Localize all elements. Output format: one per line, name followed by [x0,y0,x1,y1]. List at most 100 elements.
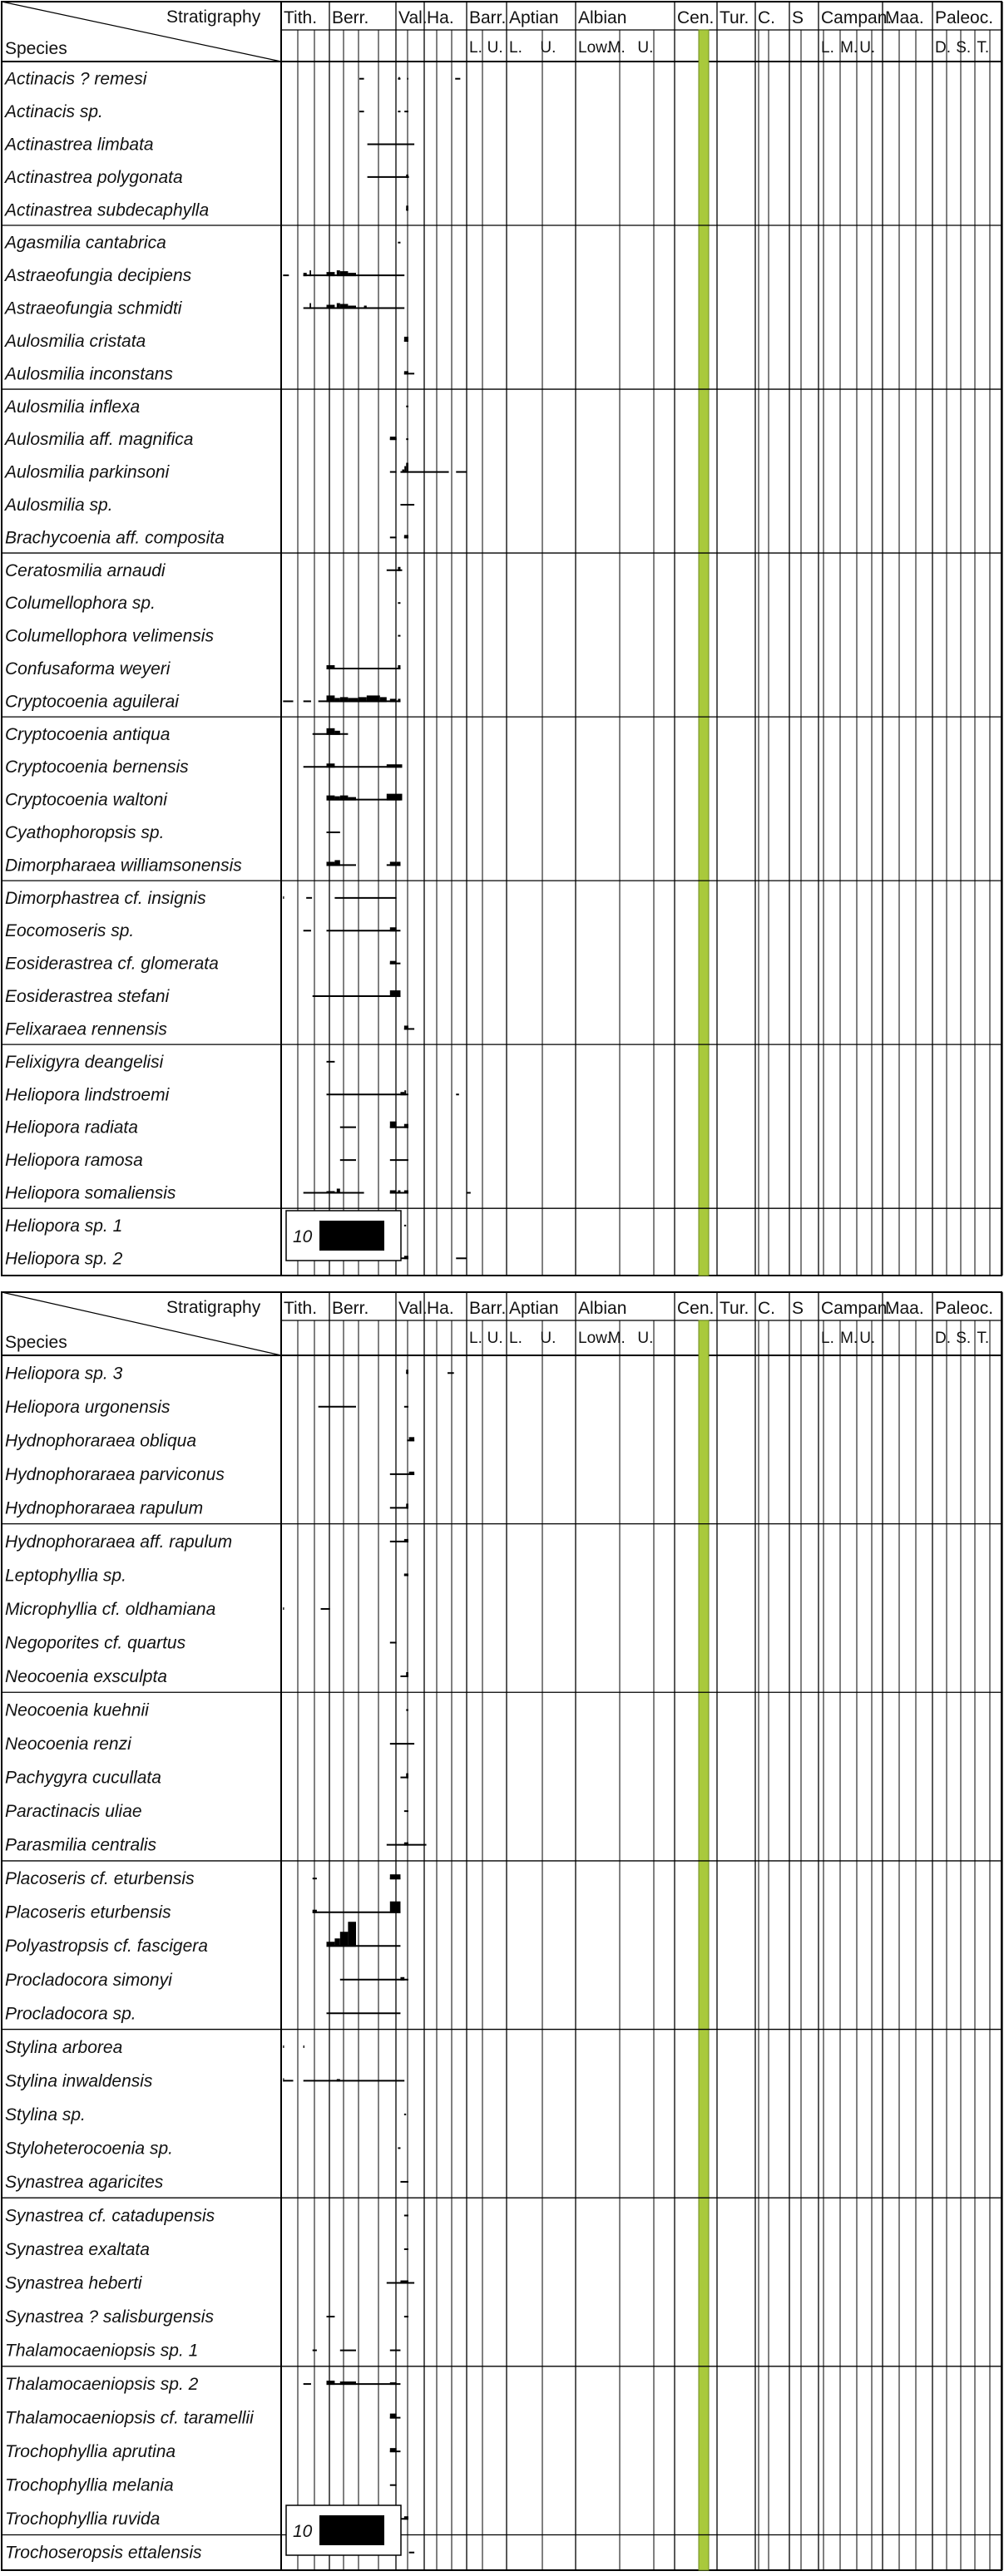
abundance-bar [408,1437,415,1442]
abundance-bar [336,303,340,309]
abundance-bar [336,1188,340,1194]
substage-label: U. [540,39,556,57]
species-name: Polyastropsis cf. fascigera [5,1937,208,1956]
abundance-bar [326,1942,335,1947]
substage-label: Low. [578,1330,611,1347]
species-name: Heliopora radiata [5,1118,138,1137]
species-name: Brachycoenia aff. composita [5,528,225,547]
species-name: Aulosmilia aff. magnifica [3,430,193,449]
abundance-bar [309,270,311,277]
stage-label: Campan. [821,8,892,27]
stage-label: S [792,8,804,27]
stage-label: Ha. [427,8,454,27]
species-name: Trochophyllia ruvida [5,2509,160,2529]
abundance-bar [326,1191,335,1194]
species-name: Pachygyra cucullata [5,1769,161,1788]
species-name: Dimorpharaea williamsonensis [5,856,242,875]
species-name: Heliopora urgonensis [5,1398,171,1417]
abundance-bar [283,2045,284,2048]
abundance-bar [348,1922,356,1947]
species-name: Aulosmilia inflexa [3,397,140,417]
species-name: Stylina sp. [5,2105,86,2124]
species-name: Synastrea cf. catadupensis [5,2206,215,2225]
abundance-bar [403,336,408,342]
species-name: Aulosmilia cristata [3,332,146,351]
abundance-bar [403,2516,408,2520]
abundance-bar [389,2413,397,2419]
species-name: Thalamocaeniopsis cf. taramellii [5,2409,255,2428]
stage-label: Paleoc. [935,8,993,27]
abundance-bar [326,2381,335,2386]
substage-label: U. [859,1330,875,1347]
abundance-bar [334,730,340,735]
abundance-bar [389,1190,397,1194]
species-name: Styloheterocoenia sp. [5,2139,173,2158]
abundance-bar [339,795,349,801]
species-name: Dimorphastrea cf. insignis [5,889,206,908]
species-name: Cryptocoenia antiqua [5,725,170,744]
abundance-bar [283,2078,284,2082]
abundance-bar [389,990,401,998]
species-name: Confusaforma weyeri [5,659,171,679]
abundance-bar [366,695,380,703]
abundance-bar [402,469,405,473]
species-name: Stylina inwaldensis [5,2071,153,2090]
abundance-bar [398,76,400,80]
species-name: Heliopora lindstroemi [5,1085,171,1104]
species-label: Species [5,1333,67,1352]
stage-label: C. [758,1299,775,1318]
species-name: Columellophora sp. [5,594,156,613]
species-name: Actinastrea limbata [3,136,154,155]
abundance-bar [403,535,408,539]
stage-label: Aptian [509,8,559,27]
abundance-bar [334,796,340,801]
stage-label: Tith. [284,1299,317,1318]
abundance-bar [403,1538,408,1542]
abundance-bar [404,466,407,473]
abundance-bar [406,1672,408,1678]
species-name: Trochophyllia aprutina [5,2442,176,2461]
scale-legend-bar [319,2515,384,2545]
abundance-bar [403,2280,408,2284]
substage-label: U. [487,1330,503,1347]
stage-label: Barr. [469,8,506,27]
abundance-bar [389,1874,401,1880]
abundance-bar [326,695,335,703]
abundance-bar [339,271,349,277]
substage-label: L. [509,39,522,57]
abundance-bar [406,462,408,473]
abundance-bar [389,698,397,703]
stage-label: Berr. [332,8,368,27]
abundance-bar [398,1190,401,1194]
abundance-bar [283,896,284,899]
substage-label: U. [487,39,503,57]
panel-1: Stratigraphy Species Tith. Berr. Val. Ha. Barr… [1,1,1003,1276]
abundance-bar [406,1369,408,1374]
abundance-bar [339,697,349,703]
abundance-bar [389,960,397,965]
panel-frame [1,1291,1002,2571]
stage-label: Aptian [509,1299,559,1318]
scale-legend-value: 10 [293,2522,313,2541]
substage-label: U. [859,39,875,57]
species-name: Cryptocoenia aguilerai [5,692,180,711]
abundance-bar [364,305,367,309]
species-name: Actinastrea polygonata [3,168,183,187]
cenomanian-band [698,29,710,1276]
species-name: Astraeofungia schmidti [3,299,183,318]
abundance-bar [326,272,335,277]
abundance-bar [406,205,408,211]
abundance-bar [406,174,408,178]
abundance-bar [408,1471,415,1475]
abundance-bar [403,1842,408,1846]
species-name: Hydnophoraraea parviconus [5,1465,225,1484]
species-label: Species [5,39,67,58]
stage-label: Cen. [677,1299,714,1318]
abundance-bar [396,861,401,866]
stratigraphy-label: Stratigraphy [166,1298,261,1317]
species-name: Heliopora sp. 2 [5,1249,123,1268]
substage-label: U. [637,1330,653,1347]
abundance-bar [326,763,335,768]
abundance-bar [339,1932,349,1947]
